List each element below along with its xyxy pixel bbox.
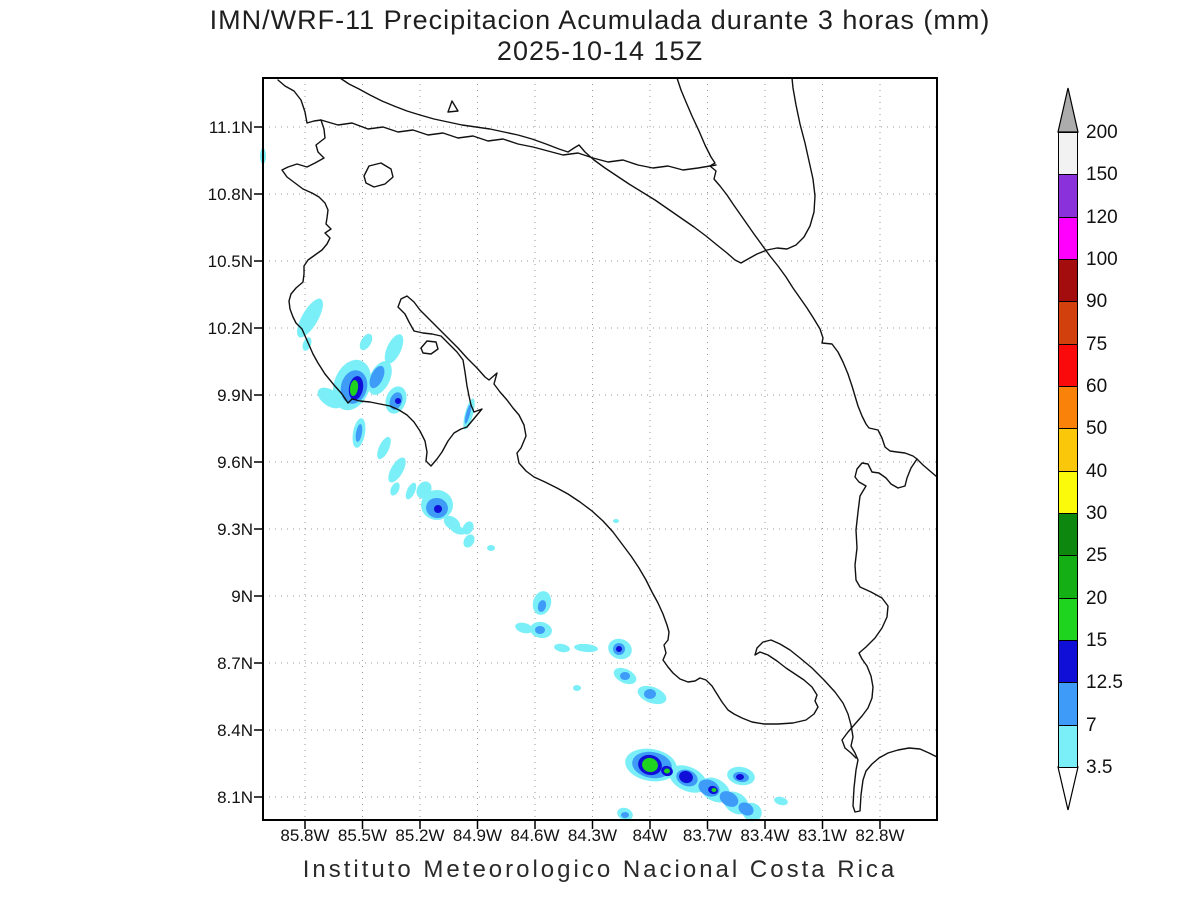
colorbar-segment [1058, 385, 1078, 430]
lake-nicaragua-shore [339, 77, 816, 264]
lat-tick-label: 9.3N [217, 520, 253, 539]
isla-chira [420, 340, 439, 355]
colorbar-segment [1058, 470, 1078, 514]
lat-tick-label: 8.7N [217, 654, 253, 673]
lon-tick-label: 83.1W [797, 826, 848, 845]
ometepe-island [447, 100, 459, 113]
border-nicaragua [320, 119, 717, 171]
colorbar-segment [1058, 301, 1078, 345]
lon-tick-label: 85.8W [280, 826, 330, 845]
lat-tick-label: 10.8N [207, 185, 253, 204]
precip-shading-7mm [340, 365, 754, 818]
source-caption: Instituto Meteorologico Nacional Costa R… [302, 856, 898, 883]
lat-tick-label: 10.5N [207, 252, 253, 271]
coastline-layer [277, 77, 938, 813]
colorbar-tick-label: 15 [1086, 629, 1108, 651]
colorbar-tick-label: 30 [1086, 502, 1108, 524]
colorbar-segment [1058, 258, 1078, 303]
lat-tick-label: 11.1N [208, 118, 253, 137]
lon-tick-label: 82.8W [855, 826, 905, 845]
colorbar-segment [1058, 597, 1078, 641]
colorbar-tick-label: 40 [1086, 460, 1108, 482]
coastline-pacific [277, 79, 938, 813]
colorbar-tick-label: 90 [1086, 291, 1108, 313]
colorbar-tick-label: 75 [1086, 333, 1108, 355]
colorbar-arrow-bottom [1057, 766, 1079, 811]
colorbar-segment [1058, 343, 1078, 387]
colorbar-segment [1058, 639, 1078, 684]
lat-tick-label: 9.6N [217, 453, 253, 472]
colorbar-tick-label: 150 [1086, 164, 1118, 186]
lat-tick-label: 9N [231, 587, 253, 606]
lon-tick-label: 85.5W [337, 826, 388, 845]
lon-tick-label: 83.7W [682, 826, 733, 845]
lon-tick-label: 84.6W [510, 826, 560, 845]
map-frame [262, 77, 938, 821]
lat-tick-label: 9.9N [217, 386, 253, 405]
gridlines [263, 78, 937, 820]
colorbar-segment [1058, 174, 1078, 218]
colorbar-segment [1058, 428, 1078, 472]
lon-tick-label: 84.3W [567, 826, 618, 845]
colorbar-tick-label: 60 [1086, 375, 1108, 397]
colorbar-tick-label: 120 [1086, 206, 1118, 228]
colorbar-segment [1058, 724, 1078, 768]
lon-tick-label: 84W [632, 826, 668, 845]
precip-shading-3.5mm [260, 148, 788, 822]
lat-tick-label: 8.4N [217, 721, 253, 740]
lat-tick-label: 8.1N [217, 788, 253, 807]
colorbar-tick-label: 100 [1086, 248, 1118, 270]
axis-ticks [254, 126, 881, 829]
colorbar-tick-label: 200 [1086, 122, 1118, 143]
lon-tick-label: 85.2W [395, 826, 445, 845]
colorbar-segment [1058, 132, 1078, 176]
coastline-caribbean [676, 77, 938, 478]
colorbar-segment [1058, 512, 1078, 557]
plot-title: IMN/WRF-11 Precipitacion Acumulada duran… [0, 5, 1200, 67]
lake-arenal [363, 162, 394, 188]
colorbar-tick-label: 3.5 [1086, 756, 1113, 778]
colorbar-tick-label: 50 [1086, 418, 1108, 440]
colorbar-tick-label: 12.5 [1086, 672, 1123, 694]
colorbar-arrow-top [1057, 87, 1079, 133]
plot-title-line1: IMN/WRF-11 Precipitacion Acumulada duran… [209, 5, 991, 35]
colorbar-segment [1058, 216, 1078, 260]
colorbar-tick-label: 7 [1086, 714, 1097, 736]
colorbar-segment [1058, 555, 1078, 599]
lat-tick-label: 10.2N [207, 319, 253, 338]
lon-tick-label: 84.9W [452, 826, 503, 845]
lon-tick-label: 83.4W [740, 826, 790, 845]
colorbar-tick-label: 25 [1086, 545, 1108, 567]
border-panama [841, 458, 918, 759]
colorbar-segment [1058, 682, 1078, 726]
precip-shading-15mm [349, 380, 717, 792]
precip-shading-12.5mm [348, 376, 744, 795]
plot-title-line2: 2025-10-14 15Z [496, 36, 704, 66]
colorbar-tick-label: 20 [1086, 587, 1108, 609]
